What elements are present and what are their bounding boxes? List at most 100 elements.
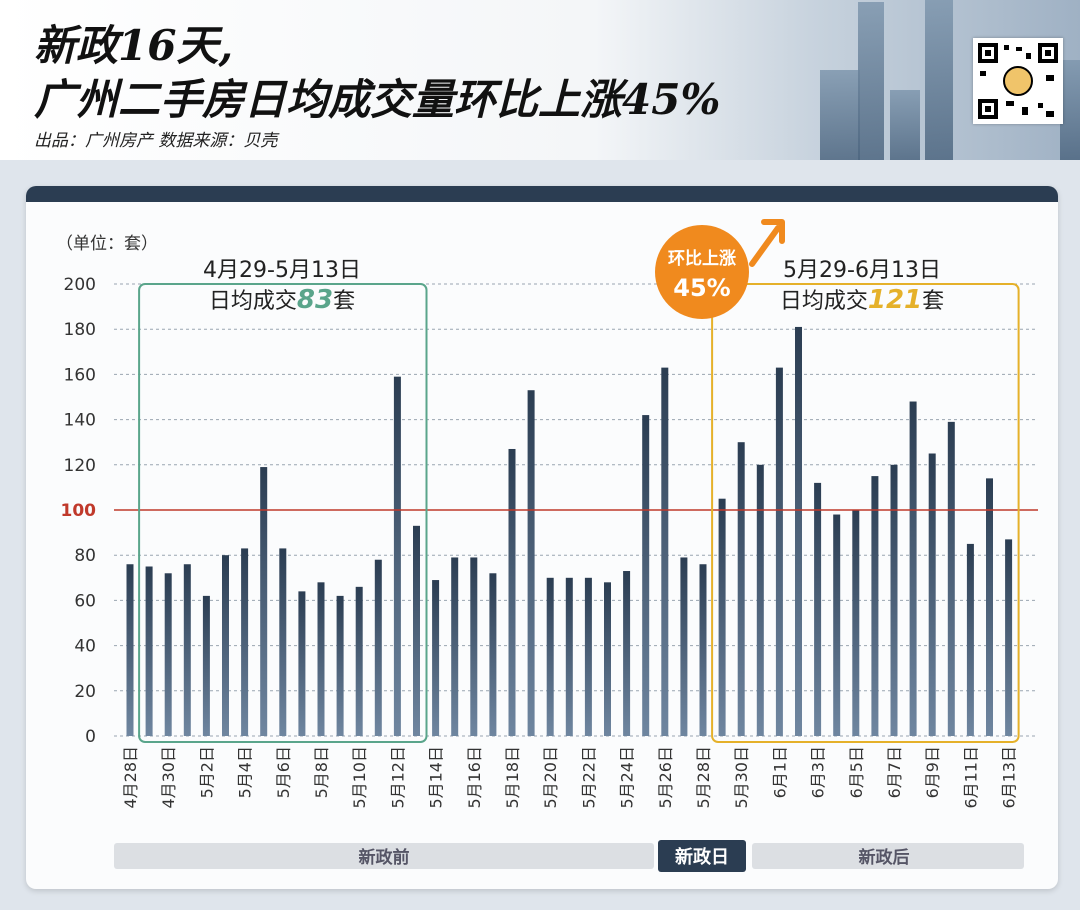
bar [470,557,478,736]
annotation-before-value: 83 [297,285,333,315]
bar [966,543,974,736]
x-tick-label: 5月30日 [732,746,751,809]
bar [546,577,554,736]
bar [145,566,153,736]
policy-day-label: 新政日 [675,846,729,868]
bar [508,448,516,736]
bar [298,591,306,736]
page-title-line2: 广州二手房日均成交量环比上涨45% [34,75,721,124]
bar [336,595,344,736]
period-bar-after [752,843,1024,869]
card-header-bar [26,186,1058,202]
bar [202,595,210,736]
annotation-before-average: 日均成交83套 [209,285,355,315]
y-tick-label: 140 [64,411,96,431]
growth-badge-line2: 45% [673,274,730,302]
x-tick-label: 5月10日 [350,746,369,809]
arrow-up-right-icon [749,219,785,267]
bar-series [126,326,1013,736]
bar [756,464,764,736]
period-label-before: 新政前 [359,847,410,868]
x-tick-label: 5月24日 [618,746,637,809]
bar-chart: 0 20 40 60 80 100 120 140 160 180 200 （单位：套） 4月28日… [56,219,1038,872]
annotation-after-average: 日均成交121套 [780,285,944,315]
y-tick-label: 160 [64,365,96,385]
bar [986,478,993,736]
y-axis-ticks: 0 20 40 60 80 100 120 140 160 180 200 [61,275,97,747]
x-tick-label: 4月30日 [159,746,178,809]
x-tick-label: 5月20日 [541,746,560,809]
bar [241,548,249,736]
bar [393,376,401,736]
x-tick-label: 6月7日 [885,746,904,798]
bar [775,367,783,736]
bar [317,582,325,736]
x-tick-label: 6月5日 [847,746,866,798]
y-tick-label: 40 [74,637,96,657]
x-tick-label: 5月28日 [694,746,713,809]
period-bar-before [114,843,654,869]
x-tick-label: 5月6日 [274,746,293,798]
bar [737,442,745,736]
x-tick-label: 6月1日 [770,746,789,798]
bar [222,555,229,736]
bar [1005,539,1013,736]
bar [413,525,420,736]
bar [126,564,134,736]
bar [890,464,898,736]
annotation-after-period: 5月29-6月13日 [783,258,941,283]
skyline-building [1060,60,1080,160]
x-tick-label: 5月16日 [465,746,484,809]
y-tick-label: 180 [64,320,96,340]
y-tick-label: 20 [74,682,96,702]
bar [699,564,707,736]
bar [623,571,631,736]
bar [642,415,650,736]
bar [680,557,688,736]
page-title-line1: 新政16天, [34,21,234,70]
x-tick-label: 4月28日 [121,746,140,809]
x-tick-label: 6月3日 [809,746,828,798]
x-tick-label: 5月12日 [388,746,407,809]
bar [527,390,535,736]
y-axis-unit-label: （单位：套） [56,234,158,254]
bar [833,514,841,736]
growth-badge-line1: 环比上涨 [668,248,736,269]
x-tick-label: 5月26日 [656,746,675,809]
bar [584,577,592,736]
period-box-before [138,283,428,743]
x-axis-ticks: 4月28日 4月30日 5月2日 5月4日 5月6日 5月8日 5月10日 5月12日 5月14… [121,746,1019,809]
x-tick-label: 6月13日 [1000,746,1019,809]
skyline-building [820,70,860,160]
growth-badge [655,225,749,319]
bar [260,467,268,736]
policy-day-badge [658,840,746,872]
annotation-after-suffix: 套 [922,289,944,314]
annotation-before-suffix: 套 [333,289,355,314]
x-tick-label: 6月11日 [961,746,980,809]
x-tick-label: 5月2日 [197,746,216,798]
period-label-after: 新政后 [859,847,910,868]
x-tick-label: 5月18日 [503,746,522,809]
bar [432,580,440,736]
y-tick-label: 120 [64,456,96,476]
y-tick-label: 60 [74,591,96,611]
x-tick-label: 5月4日 [236,746,255,798]
bar [718,498,726,736]
skyline-building [890,90,920,160]
bar [279,548,287,736]
skyline-building [925,0,953,160]
bar [565,577,573,736]
bar [661,367,669,736]
skyline-building [858,2,884,160]
bar [852,510,860,736]
bar [489,573,497,736]
header-banner: 新政16天, 广州二手房日均成交量环比上涨45% 出品：广州房产 数据来源：贝壳 [0,0,1080,160]
period-box-after [711,283,1020,743]
bar [909,401,917,736]
qr-code-icon [973,38,1063,124]
y-tick-label: 0 [85,727,96,747]
bar [947,421,955,736]
bar [814,482,822,736]
annotation-after-prefix: 日均成交 [780,289,868,314]
